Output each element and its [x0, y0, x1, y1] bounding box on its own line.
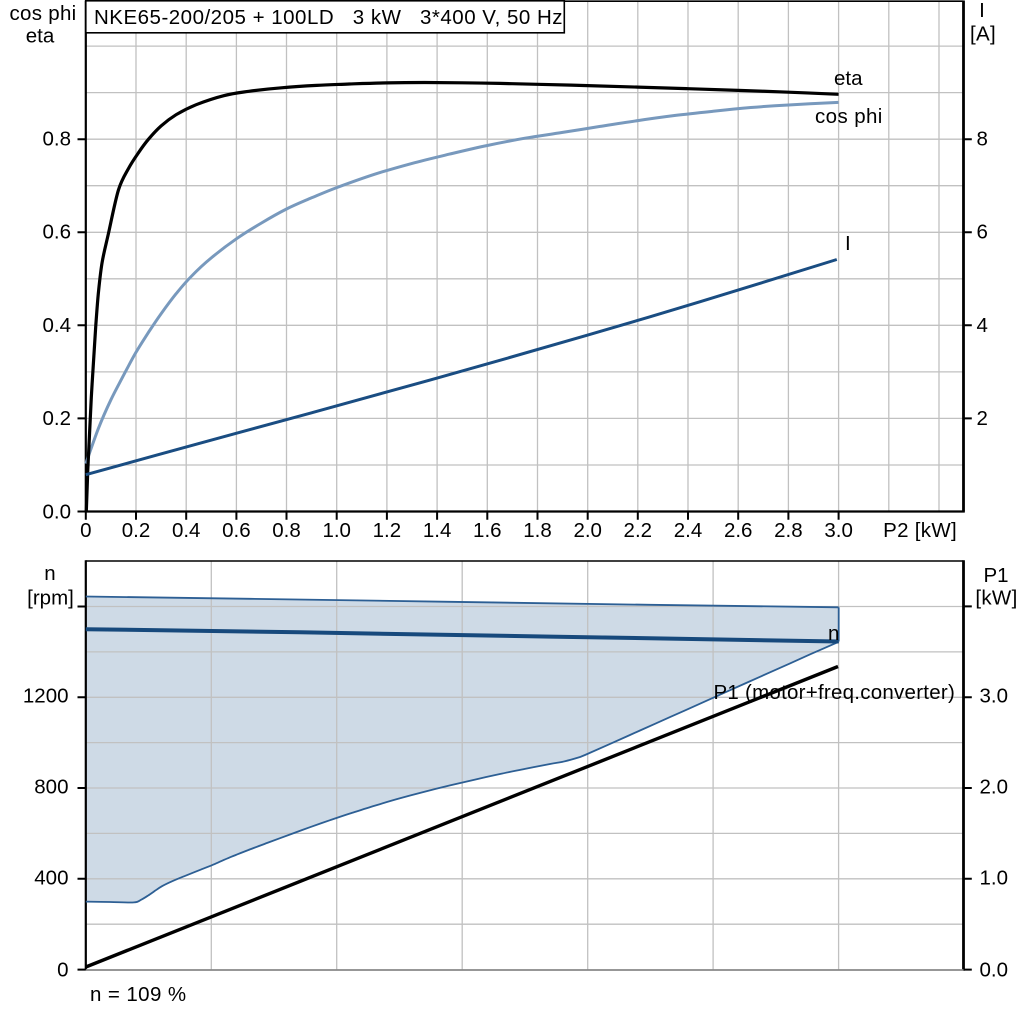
svg-text:2.8: 2.8 [774, 519, 803, 542]
svg-text:cos phi: cos phi [815, 105, 883, 128]
svg-text:0: 0 [80, 519, 91, 542]
svg-text:8: 8 [977, 128, 988, 151]
svg-text:0.8: 0.8 [43, 128, 72, 151]
svg-text:800: 800 [34, 776, 68, 799]
svg-text:[A]: [A] [970, 23, 996, 46]
svg-text:400: 400 [34, 866, 68, 889]
svg-text:2: 2 [977, 407, 988, 430]
svg-text:1.6: 1.6 [473, 519, 502, 542]
svg-text:0.0: 0.0 [980, 959, 1009, 982]
svg-text:NKE65-200/205 + 100LD 3 kW: NKE65-200/205 + 100LD 3 kW 3*400 V, 50 H… [94, 6, 563, 29]
svg-text:2.2: 2.2 [624, 519, 653, 542]
svg-text:4: 4 [977, 314, 988, 337]
svg-text:2.0: 2.0 [573, 519, 602, 542]
svg-text:1200: 1200 [23, 685, 69, 708]
svg-text:3.0: 3.0 [824, 519, 853, 542]
svg-text:[rpm]: [rpm] [27, 587, 74, 610]
svg-text:[kW]: [kW] [975, 587, 1017, 610]
svg-text:eta: eta [834, 67, 863, 90]
svg-text:1.0: 1.0 [980, 866, 1009, 889]
svg-text:eta: eta [26, 25, 55, 48]
svg-text:0.6: 0.6 [222, 519, 251, 542]
svg-text:1.2: 1.2 [373, 519, 402, 542]
svg-text:2.6: 2.6 [724, 519, 753, 542]
svg-text:P1: P1 [983, 564, 1008, 587]
svg-text:1.0: 1.0 [322, 519, 351, 542]
svg-text:cos phi: cos phi [9, 2, 76, 25]
svg-text:3.0: 3.0 [980, 685, 1009, 708]
svg-text:0.0: 0.0 [43, 501, 72, 524]
svg-text:I: I [979, 0, 985, 22]
svg-text:0: 0 [57, 959, 68, 982]
svg-text:0.4: 0.4 [43, 314, 72, 337]
svg-text:P2 [kW]: P2 [kW] [883, 519, 957, 542]
svg-text:0.2: 0.2 [122, 519, 151, 542]
svg-text:0.2: 0.2 [43, 407, 72, 430]
svg-text:2.4: 2.4 [674, 519, 703, 542]
svg-text:0.4: 0.4 [172, 519, 201, 542]
svg-text:6: 6 [977, 221, 988, 244]
svg-text:2.0: 2.0 [980, 776, 1009, 799]
svg-text:0.8: 0.8 [272, 519, 301, 542]
svg-text:n: n [828, 622, 839, 645]
svg-text:1.8: 1.8 [523, 519, 552, 542]
svg-text:1.4: 1.4 [423, 519, 452, 542]
svg-text:n = 109 %: n = 109 % [90, 983, 187, 1006]
svg-text:P1 (motor+freq.converter): P1 (motor+freq.converter) [714, 681, 956, 704]
svg-text:0.6: 0.6 [43, 221, 72, 244]
svg-text:I: I [845, 232, 851, 255]
svg-text:n: n [44, 562, 55, 585]
